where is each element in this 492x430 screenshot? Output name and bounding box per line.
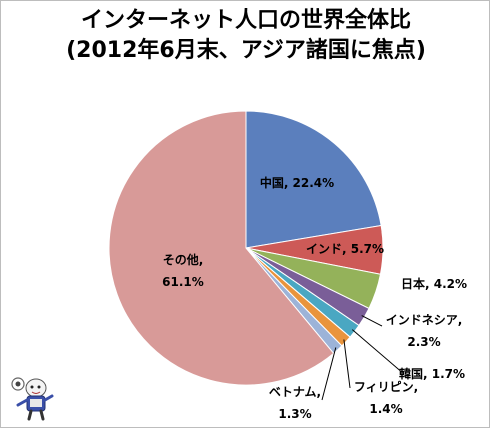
label-india: インド, 5.7% [306,242,384,256]
chart-title-line2: (2012年6月末、アジア諸国に焦点) [66,38,426,63]
leader-line-4 [351,329,405,375]
label-philippines-name: フィリピン, [354,380,418,394]
label-other-value: 61.1% [162,275,204,289]
label-indonesia-value: 2.3% [407,335,440,349]
leader-line-5 [343,339,351,389]
leader-lines [321,315,405,401]
mascot-illustration [11,377,54,421]
leader-line-6 [321,347,337,401]
label-indonesia-name: インドネシア, [386,313,463,327]
leader-line-3 [361,315,383,327]
chart-title: インターネット人口の世界全体比 (2012年6月末、アジア諸国に焦点) [0,6,492,66]
label-philippines-value: 1.4% [369,402,402,416]
chart-title-line1: インターネット人口の世界全体比 [80,8,411,33]
pie-slices [108,110,384,386]
label-china: 中国, 22.4% [260,175,334,190]
label-japan: 日本, 4.2% [401,276,467,291]
pie-slice-0 [245,110,382,249]
label-korea: 韓国, 1.7% [399,366,465,381]
label-vietnam-name: ベトナム, [269,385,321,399]
label-other-name: その他, [163,252,204,267]
label-vietnam-value: 1.3% [278,407,311,421]
pie-slice-7 [108,110,335,386]
